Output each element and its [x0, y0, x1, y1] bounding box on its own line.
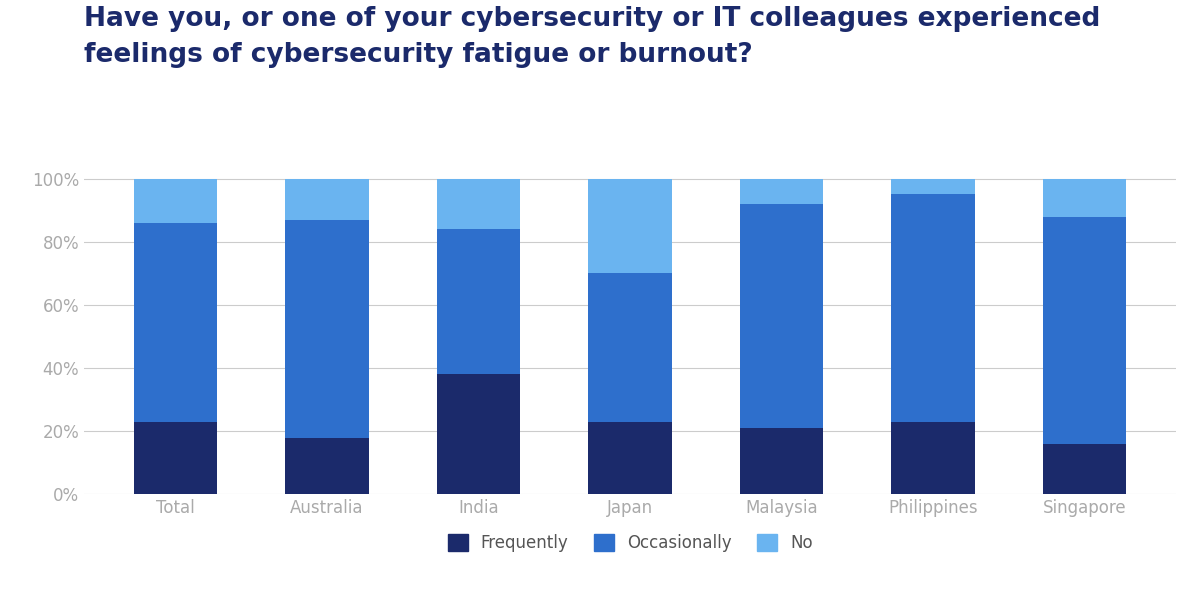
Text: Have you, or one of your cybersecurity or IT colleagues experienced
feelings of : Have you, or one of your cybersecurity o… [84, 6, 1100, 68]
Bar [892, 194, 974, 422]
Bar [1043, 444, 1127, 494]
Bar [437, 178, 520, 229]
Legend: Frequently, Occasionally, No: Frequently, Occasionally, No [440, 528, 820, 559]
Bar [437, 229, 520, 374]
Bar [1043, 216, 1127, 444]
Bar [588, 422, 672, 494]
Bar [286, 219, 368, 438]
Bar [588, 273, 672, 422]
Bar [133, 422, 217, 494]
Bar [740, 178, 823, 204]
Bar [892, 422, 974, 494]
Bar [133, 223, 217, 422]
Bar [286, 178, 368, 219]
Bar [740, 428, 823, 494]
Bar [740, 204, 823, 428]
Bar [133, 178, 217, 223]
Bar [1043, 178, 1127, 216]
Bar [286, 438, 368, 494]
Bar [437, 374, 520, 494]
Bar [588, 178, 672, 273]
Bar [892, 178, 974, 194]
